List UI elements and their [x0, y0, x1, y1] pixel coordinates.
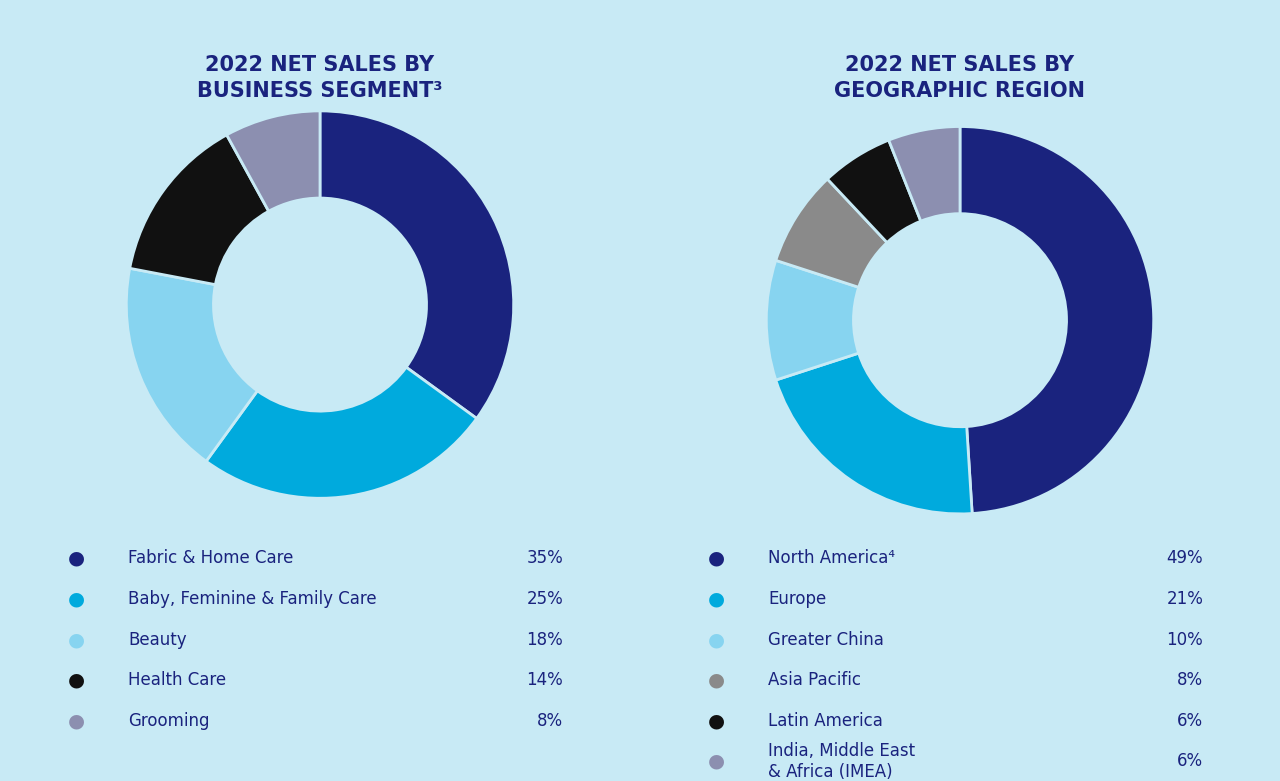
Text: 35%: 35%	[526, 549, 563, 568]
Text: ●: ●	[68, 630, 86, 649]
Text: 2022 NET SALES BY
GEOGRAPHIC REGION: 2022 NET SALES BY GEOGRAPHIC REGION	[835, 55, 1085, 101]
Text: 8%: 8%	[538, 711, 563, 730]
Text: ●: ●	[68, 549, 86, 568]
Text: 18%: 18%	[526, 630, 563, 649]
Text: 21%: 21%	[1166, 590, 1203, 608]
Text: Beauty: Beauty	[128, 630, 187, 649]
Wedge shape	[206, 367, 476, 498]
Wedge shape	[127, 269, 257, 462]
Wedge shape	[227, 111, 320, 211]
Text: Latin America: Latin America	[768, 711, 883, 730]
Text: 8%: 8%	[1178, 671, 1203, 690]
Text: ●: ●	[708, 549, 726, 568]
Wedge shape	[960, 127, 1153, 514]
Text: 25%: 25%	[526, 590, 563, 608]
Text: ●: ●	[708, 630, 726, 649]
Wedge shape	[129, 135, 269, 284]
Text: ●: ●	[708, 711, 726, 730]
Wedge shape	[320, 111, 513, 419]
Text: 14%: 14%	[526, 671, 563, 690]
Text: ●: ●	[708, 671, 726, 690]
Text: Fabric & Home Care: Fabric & Home Care	[128, 549, 293, 568]
Text: ●: ●	[68, 590, 86, 608]
Wedge shape	[767, 260, 859, 380]
Text: Greater China: Greater China	[768, 630, 884, 649]
Text: 10%: 10%	[1166, 630, 1203, 649]
Text: ●: ●	[68, 711, 86, 730]
Text: Asia Pacific: Asia Pacific	[768, 671, 861, 690]
Text: ●: ●	[708, 590, 726, 608]
Wedge shape	[827, 140, 920, 243]
Text: India, Middle East: India, Middle East	[768, 741, 915, 760]
Text: 6%: 6%	[1178, 752, 1203, 771]
Text: 2022 NET SALES BY
BUSINESS SEGMENT³: 2022 NET SALES BY BUSINESS SEGMENT³	[197, 55, 443, 101]
Text: 49%: 49%	[1166, 549, 1203, 568]
Text: North America⁴: North America⁴	[768, 549, 895, 568]
Text: ●: ●	[68, 671, 86, 690]
Wedge shape	[776, 179, 887, 287]
Text: 6%: 6%	[1178, 711, 1203, 730]
Wedge shape	[888, 127, 960, 221]
Text: & Africa (IMEA): & Africa (IMEA)	[768, 763, 892, 781]
Text: Health Care: Health Care	[128, 671, 227, 690]
Text: Europe: Europe	[768, 590, 827, 608]
Text: Baby, Feminine & Family Care: Baby, Feminine & Family Care	[128, 590, 376, 608]
Text: Grooming: Grooming	[128, 711, 210, 730]
Wedge shape	[776, 353, 973, 514]
Text: ●: ●	[708, 752, 726, 771]
